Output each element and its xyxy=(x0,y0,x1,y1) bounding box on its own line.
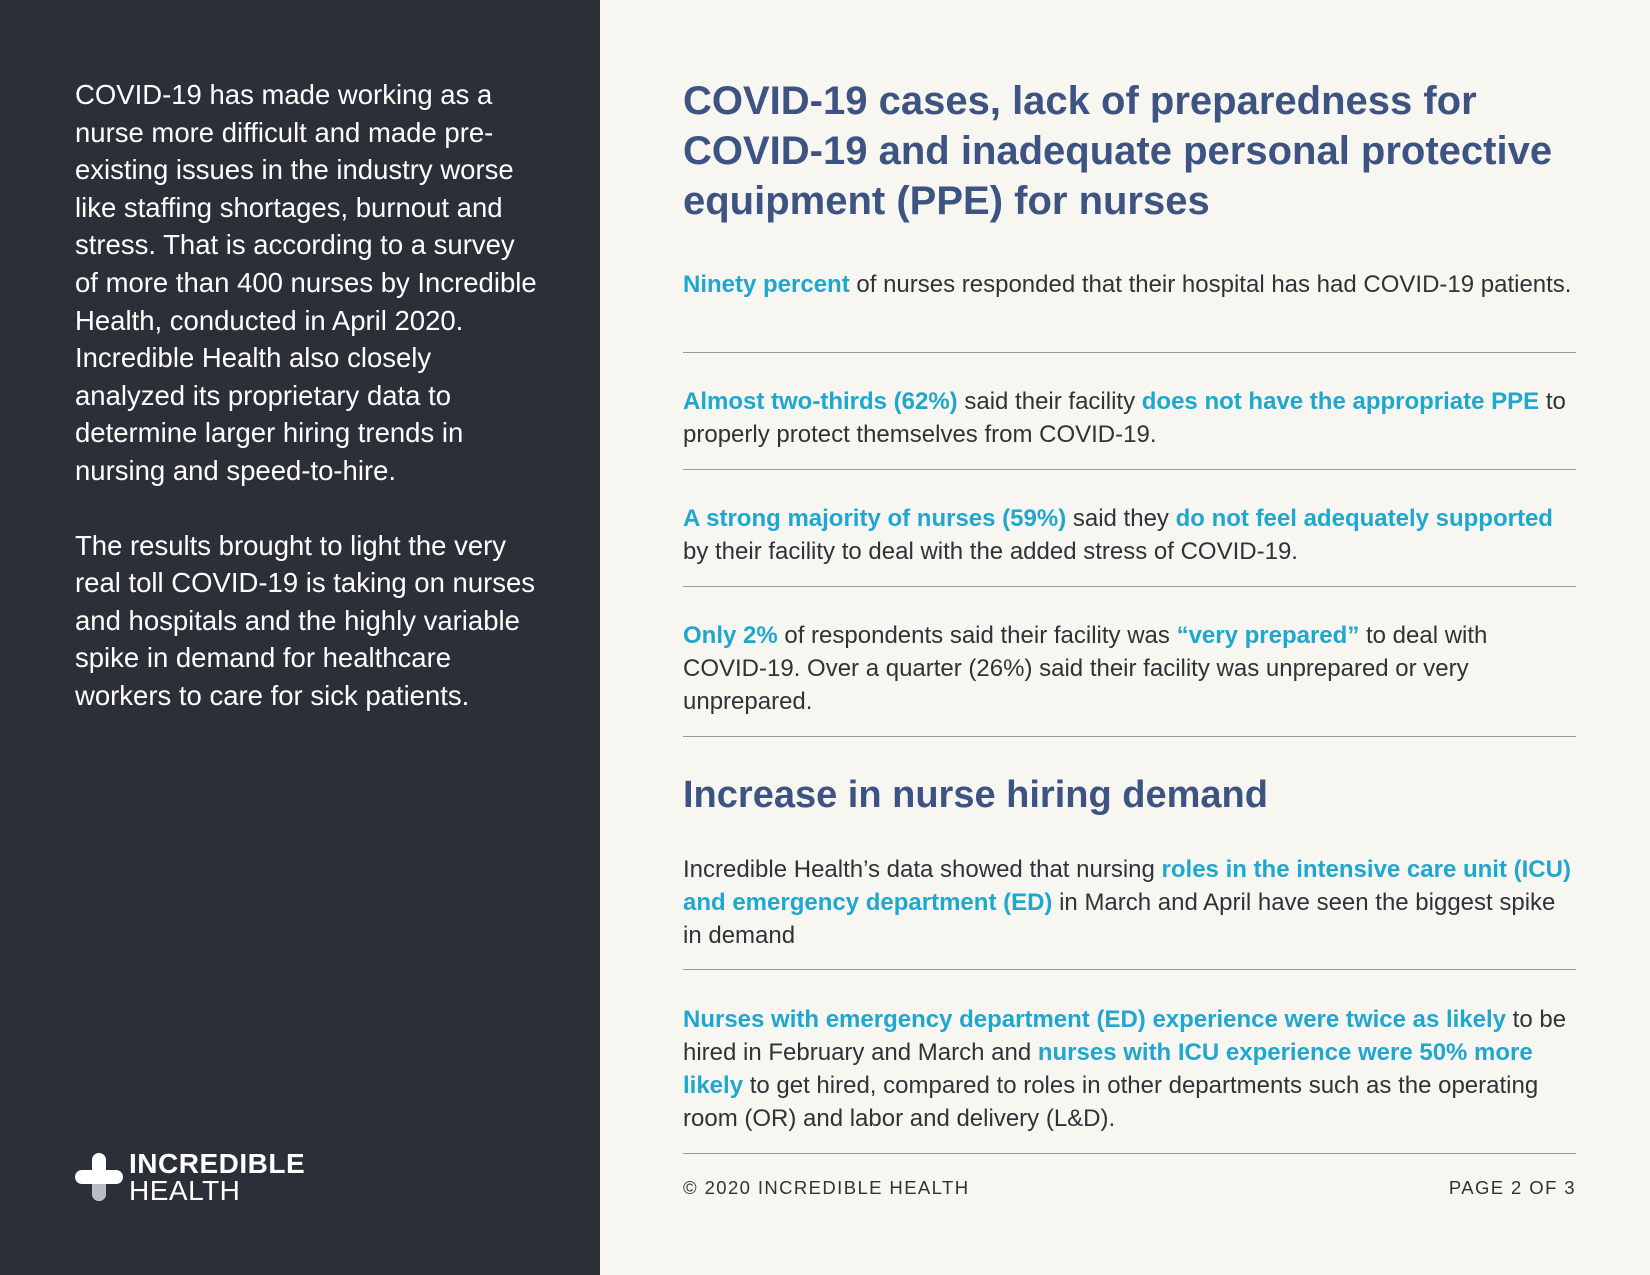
page-number: PAGE 2 OF 3 xyxy=(1448,1177,1576,1198)
body-text: by their facility to deal with the added… xyxy=(683,538,1298,565)
stat-item: A strong majority of nurses (59%) said t… xyxy=(683,502,1576,568)
body-text: to be hired in February and March and xyxy=(683,1006,1567,1066)
highlight-text: Almost two-thirds (62%) xyxy=(683,388,958,415)
body-text: to deal with COVID-19. Over a quarter (2… xyxy=(683,622,1488,715)
highlight-text: roles in the intensive care unit (ICU) a… xyxy=(683,856,1571,916)
incredible-health-logo: INCREDIBLE HEALTH xyxy=(75,1148,306,1206)
sidebar: COVID-19 has made working as a nurse mor… xyxy=(0,0,600,1275)
highlight-text: Nurses with emergency department (ED) ex… xyxy=(683,1006,1507,1033)
hiring-item: Nurses with emergency department (ED) ex… xyxy=(683,1003,1576,1135)
stat-item: Almost two-thirds (62%) said their facil… xyxy=(683,385,1576,451)
divider xyxy=(683,969,1576,970)
stat-item: Only 2% of respondents said their facili… xyxy=(683,619,1576,718)
intro-paragraph-2: The results brought to light the very re… xyxy=(75,529,536,711)
divider xyxy=(683,352,1576,353)
divider xyxy=(683,469,1576,470)
body-text: in March and April have seen the biggest… xyxy=(683,889,1556,949)
section-heading: Increase in nurse hiring demand xyxy=(683,774,1268,816)
logo-line-2: HEALTH xyxy=(129,1175,241,1206)
body-text: of respondents said their facility was xyxy=(777,622,1177,649)
divider xyxy=(683,736,1576,737)
copyright: © 2020 INCREDIBLE HEALTH xyxy=(683,1177,970,1198)
highlight-text: Only 2% xyxy=(683,622,778,649)
body-text: of nurses responded that their hospital … xyxy=(849,271,1572,298)
stat-item: Ninety percent of nurses responded that … xyxy=(683,268,1576,301)
body-text: Incredible Health’s data showed that nur… xyxy=(683,856,1162,883)
highlight-text: do not feel adequately supported xyxy=(1175,505,1553,532)
highlight-text: Ninety percent xyxy=(683,271,850,298)
highlight-text: “very prepared” xyxy=(1176,622,1360,649)
divider xyxy=(683,586,1576,587)
body-text: to properly protect themselves from COVI… xyxy=(683,388,1566,448)
intro-text: COVID-19 has made working as a nurse mor… xyxy=(75,76,545,752)
page-title: COVID-19 cases, lack of preparedness for… xyxy=(683,79,1553,223)
cross-icon xyxy=(75,1153,123,1201)
body-text: said they xyxy=(1066,505,1176,532)
body-text: said their facility xyxy=(957,388,1142,415)
hiring-item: Incredible Health’s data showed that nur… xyxy=(683,853,1576,952)
body-text: to get hired, compared to roles in other… xyxy=(683,1072,1539,1132)
highlight-text: does not have the appropriate PPE xyxy=(1141,388,1540,415)
divider xyxy=(683,1153,1576,1154)
highlight-text: A strong majority of nurses (59%) xyxy=(683,505,1067,532)
logo-line-1: INCREDIBLE xyxy=(129,1148,306,1179)
highlight-text: nurses with ICU experience were 50% more… xyxy=(683,1039,1533,1099)
intro-paragraph-1: COVID-19 has made working as a nurse mor… xyxy=(75,79,537,486)
logo-wordmark: INCREDIBLE HEALTH xyxy=(129,1148,306,1206)
